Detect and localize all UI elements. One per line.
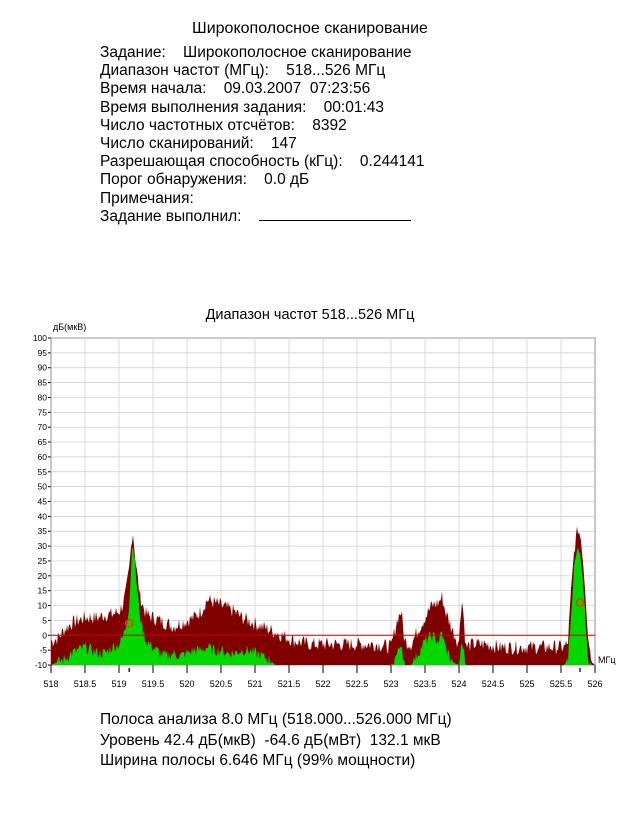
signature-line xyxy=(259,208,412,221)
y-tick-label: 0 xyxy=(42,630,47,640)
y-tick-label: 25 xyxy=(38,556,48,566)
threshold-value: 0.0 дБ xyxy=(264,171,310,189)
y-tick-label: 90 xyxy=(38,363,48,373)
marker-circle xyxy=(124,619,134,628)
duration-value: 00:01:43 xyxy=(323,98,385,116)
freq-range-label: Диапазон частот (МГц): xyxy=(100,62,269,80)
x-tick-label: 518 xyxy=(43,679,58,689)
duration-row: Время выполнения задания: 00:01:43 xyxy=(100,99,425,117)
x-tick-label: 519 xyxy=(111,679,126,689)
task-value: Широкополосное сканирование xyxy=(183,44,412,61)
y-tick-label: 60 xyxy=(38,452,48,462)
x-tick-label: 521 xyxy=(247,679,262,689)
spectrum-chart: -10 -5 0 5 10 15 20 25 30 35 40 45 50 55 60 65 70 75 80 85 9… xyxy=(33,322,616,689)
samples-value: 8392 xyxy=(312,116,347,134)
level-line: Уровень 42.4 дБ(мкВ) -64.6 дБ(мВт) 132.1… xyxy=(100,731,441,749)
report-title: Широкополосное сканирование xyxy=(192,20,428,37)
y-tick-label: 75 xyxy=(38,407,48,417)
x-tick-label: 520 xyxy=(179,679,194,689)
executor-label: Задание выполнил: xyxy=(100,207,242,225)
scans-row: Число сканирований: 147 xyxy=(100,135,425,153)
y-tick-label: 55 xyxy=(38,467,48,477)
start-time-value: 09.03.2007 07:23:56 xyxy=(223,80,371,98)
x-tick-label: 524 xyxy=(451,679,466,689)
series-max-area xyxy=(51,526,595,665)
freq-range-value: 518...526 МГц xyxy=(286,62,386,80)
y-tick-label: 40 xyxy=(38,511,48,521)
x-tick-label: 526 xyxy=(587,679,602,689)
notes-label: Примечания: xyxy=(100,189,194,207)
y-tick-label: 80 xyxy=(38,392,48,402)
y-tick-label: 15 xyxy=(38,586,48,596)
x-tick-label: 523.5 xyxy=(414,679,437,689)
y-tick-label: -10 xyxy=(35,660,48,670)
y-tick-label: 20 xyxy=(38,571,48,581)
x-tick-label: 525 xyxy=(519,679,534,689)
resolution-value: 0.244141 xyxy=(359,153,425,171)
x-tick-label: 525.5 xyxy=(550,679,573,689)
x-tick-label: 522 xyxy=(315,679,330,689)
bandwidth-line: Полоса анализа 8.0 МГц (518.000...526.00… xyxy=(100,711,452,728)
y-tick-label: -5 xyxy=(39,645,47,655)
y-tick-label: 45 xyxy=(38,497,48,507)
x-tick-label: 522.5 xyxy=(346,679,369,689)
marker-circle xyxy=(575,598,585,607)
duration-label: Время выполнения задания: xyxy=(100,98,307,116)
threshold-row: Порог обнаружения: 0.0 дБ xyxy=(100,171,425,189)
x-tick-label: 519.5 xyxy=(142,679,165,689)
resolution-row: Разрешающая способность (кГц): 0.244141 xyxy=(100,153,425,171)
y-tick-label: 5 xyxy=(42,615,47,625)
samples-row: Число частотных отсчётов: 8392 xyxy=(100,117,425,135)
report-footer: Полоса анализа 8.0 МГц (518.000...526.00… xyxy=(100,710,452,772)
task-row: Задание: Широкополосное сканирование xyxy=(100,44,425,62)
scans-value: 147 xyxy=(270,135,297,153)
y-axis-label: дБ(мкВ) xyxy=(53,322,86,332)
occupied-bw-line: Ширина полосы 6.646 МГц (99% мощности) xyxy=(100,752,416,769)
threshold-label: Порог обнаружения: xyxy=(100,171,247,189)
y-tick-label: 100 xyxy=(33,333,47,343)
samples-label: Число частотных отсчётов: xyxy=(100,116,295,134)
x-tick-label: 524.5 xyxy=(482,679,505,689)
y-tick-label: 35 xyxy=(38,526,48,536)
chart-title: Диапазон частот 518...526 МГц xyxy=(205,307,415,323)
x-tick-label: 523 xyxy=(383,679,398,689)
freq-range-row: Диапазон частот (МГц): 518...526 МГц xyxy=(100,62,425,80)
notes-row: Примечания: xyxy=(100,190,425,208)
x-tick-label: 518.5 xyxy=(74,679,97,689)
x-tick-label: 520.5 xyxy=(210,679,233,689)
start-time-label: Время начала: xyxy=(100,80,207,98)
report-info: Задание: Широкополосное сканирование Диа… xyxy=(100,44,425,226)
y-tick-label: 65 xyxy=(38,437,48,447)
task-label: Задание: xyxy=(100,44,166,61)
y-tick-label: 50 xyxy=(38,482,48,492)
y-tick-label: 70 xyxy=(38,422,48,432)
x-axis-label: МГц xyxy=(598,655,616,665)
y-tick-label: 10 xyxy=(38,601,48,611)
resolution-label: Разрешающая способность (кГц): xyxy=(100,153,343,171)
x-tick-label: 521.5 xyxy=(278,679,301,689)
y-tick-label: 95 xyxy=(38,348,48,358)
start-time-row: Время начала: 09.03.2007 07:23:56 xyxy=(100,80,425,98)
executor-row: Задание выполнил: xyxy=(100,208,425,226)
scans-label: Число сканирований: xyxy=(100,135,254,153)
y-tick-label: 85 xyxy=(38,378,48,388)
series-avg-area xyxy=(51,547,595,665)
y-tick-label: 30 xyxy=(38,541,48,551)
